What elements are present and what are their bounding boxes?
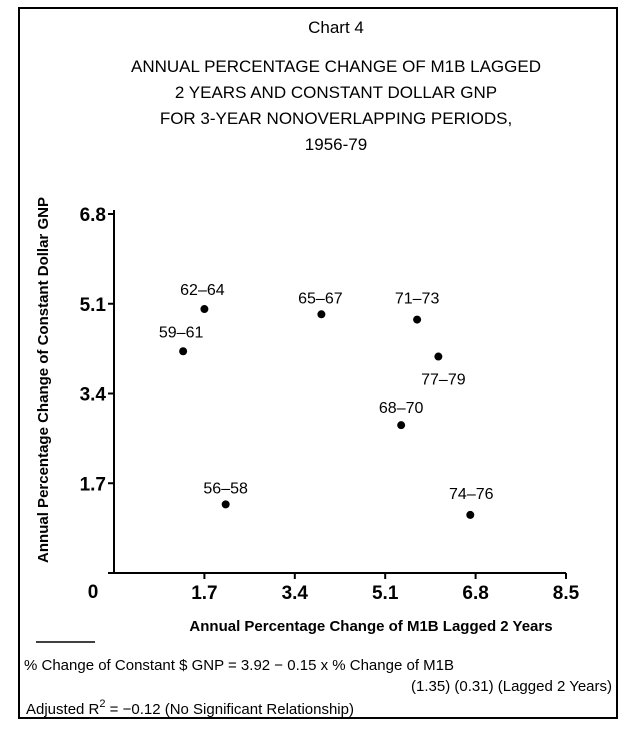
r-squared-text: Adjusted R — [26, 701, 100, 718]
x-tick-label: 6.8 — [462, 583, 488, 604]
chart-title: Chart 4 — [308, 18, 364, 37]
r-squared: Adjusted R2 = −0.12 (No Significant Rela… — [26, 698, 354, 718]
point-label: 59–61 — [159, 324, 204, 341]
point — [179, 347, 188, 356]
standard-errors: (1.35) (0.31) (Lagged 2 Years) — [411, 678, 612, 695]
point — [317, 310, 326, 319]
x-tick-label: 3.4 — [282, 583, 309, 604]
y-tick-label: 3.4 — [80, 385, 107, 406]
chart-title: FOR 3-YEAR NONOVERLAPPING PERIODS, — [160, 109, 512, 128]
point — [221, 500, 230, 509]
y-tick-label: 6.8 — [80, 205, 106, 226]
x-tick-label: 8.5 — [553, 583, 580, 604]
y-tick-label: 5.1 — [80, 295, 107, 316]
point — [397, 421, 406, 430]
frame — [18, 7, 618, 719]
y-axis-label: Annual Percentage Change of Constant Dol… — [35, 197, 52, 563]
point-label: 65–67 — [298, 290, 343, 307]
x-tick-label: 1.7 — [191, 583, 217, 604]
point — [413, 315, 422, 324]
point-label: 68–70 — [379, 400, 424, 417]
point — [434, 352, 443, 361]
point — [200, 305, 209, 314]
r-squared-value: = −0.12 (No Significant Relationship) — [106, 701, 354, 718]
point-label: 56–58 — [203, 480, 248, 497]
point-label: 74–76 — [449, 486, 494, 503]
chart-title: ANNUAL PERCENTAGE CHANGE OF M1B LAGGED — [131, 57, 541, 76]
equation: % Change of Constant $ GNP = 3.92 − 0.15… — [24, 657, 454, 674]
x-tick-label: 5.1 — [372, 583, 399, 604]
y-tick-label: 1.7 — [80, 474, 106, 495]
point-label: 77–79 — [421, 372, 466, 389]
chart-title: 1956-79 — [305, 135, 367, 154]
x-axis-label: Annual Percentage Change of M1B Lagged 2… — [189, 618, 552, 635]
origin-label: 0 — [88, 582, 99, 603]
chart-title: 2 YEARS AND CONSTANT DOLLAR GNP — [175, 83, 497, 102]
superscript: 2 — [99, 698, 105, 710]
point — [466, 510, 475, 519]
point-label: 71–73 — [395, 291, 440, 308]
point-label: 62–64 — [180, 282, 225, 299]
